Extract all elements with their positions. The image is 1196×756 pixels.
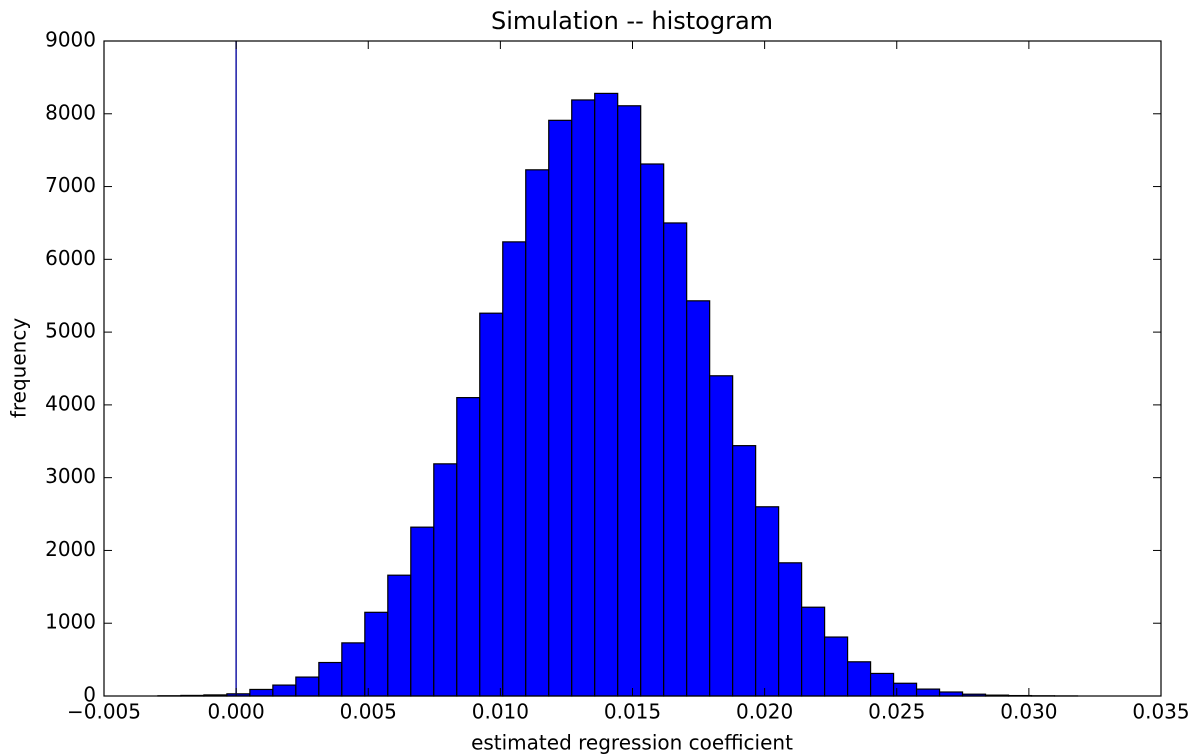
x-axis-label: estimated regression coefficient <box>471 731 793 755</box>
x-tick-label: −0.005 <box>67 700 141 724</box>
chart-title: Simulation -- histogram <box>491 7 773 35</box>
x-tick-label: 0.030 <box>1000 700 1057 724</box>
bar <box>456 397 481 697</box>
bar <box>594 92 619 697</box>
y-tick-label: 0 <box>83 683 96 707</box>
bar <box>272 684 297 697</box>
x-tick-label: 0.005 <box>340 700 397 724</box>
bar <box>846 661 872 697</box>
bar <box>617 105 642 697</box>
y-axis-label: frequency <box>7 318 31 418</box>
y-tick-label: 2000 <box>45 537 96 561</box>
bar <box>387 574 412 697</box>
x-tick-label: 0.010 <box>472 700 529 724</box>
y-tick-label: 3000 <box>45 464 96 488</box>
y-tick-label: 8000 <box>45 100 96 124</box>
bar <box>571 99 596 697</box>
bar <box>525 169 550 697</box>
bar <box>479 312 504 697</box>
x-tick-label: 0.020 <box>736 700 793 724</box>
bar <box>640 163 665 697</box>
bar <box>341 642 366 697</box>
x-tick-label: 0.035 <box>1132 700 1189 724</box>
y-tick-label: 5000 <box>45 319 96 343</box>
bar <box>295 676 320 697</box>
y-tick-label: 7000 <box>45 173 96 197</box>
x-tick-label: 0.015 <box>604 700 661 724</box>
bar <box>502 241 527 697</box>
bar <box>410 526 435 697</box>
bar <box>249 688 274 697</box>
bar <box>824 636 849 697</box>
y-tick-label: 1000 <box>45 610 96 634</box>
bar <box>869 672 895 697</box>
bar <box>801 606 826 697</box>
bar <box>915 688 941 697</box>
bar <box>732 445 757 697</box>
x-tick-label: 0.000 <box>207 700 264 724</box>
y-tick-label: 4000 <box>45 391 96 415</box>
bar <box>755 506 780 697</box>
bar <box>318 661 343 697</box>
bar <box>938 691 964 697</box>
bar <box>548 119 573 697</box>
y-tick-label: 9000 <box>45 28 96 52</box>
y-tick-label: 6000 <box>45 246 96 270</box>
bar <box>709 375 734 697</box>
bar <box>663 222 688 697</box>
bar <box>686 300 711 697</box>
bar <box>778 562 803 697</box>
bar <box>364 611 389 697</box>
bar <box>433 463 458 697</box>
x-tick-label: 0.025 <box>868 700 925 724</box>
